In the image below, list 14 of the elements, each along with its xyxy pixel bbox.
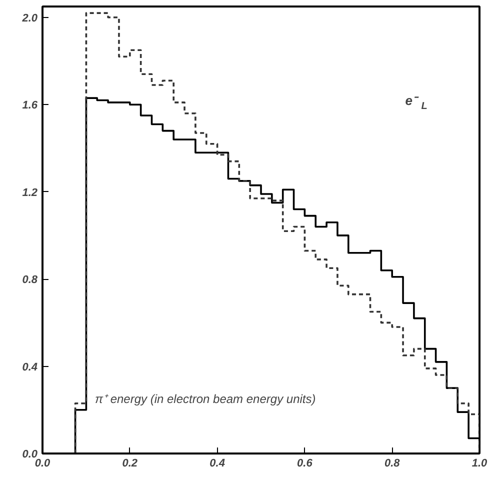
x-tick-label: 0.0: [34, 458, 52, 470]
y-tick-label: 0.4: [22, 361, 38, 374]
x-tick-label: 0.2: [122, 458, 138, 470]
y-tick-label: 0.8: [22, 274, 38, 286]
x-tick-label: 1.0: [472, 458, 488, 470]
y-tick-label: 2.0: [21, 12, 38, 24]
y-tick-label: 0.0: [22, 448, 38, 460]
x-axis-title: π⁺ energy (in electron beam energy units): [94, 392, 316, 406]
x-tick-label: 0.8: [384, 458, 401, 470]
x-tick-label: 0.6: [297, 458, 314, 470]
y-tick-label: 1.6: [22, 100, 38, 112]
x-tick-label: 0.4: [210, 458, 225, 470]
y-tick-label: 1.2: [22, 186, 38, 199]
annotation: e⁻L: [405, 92, 428, 112]
